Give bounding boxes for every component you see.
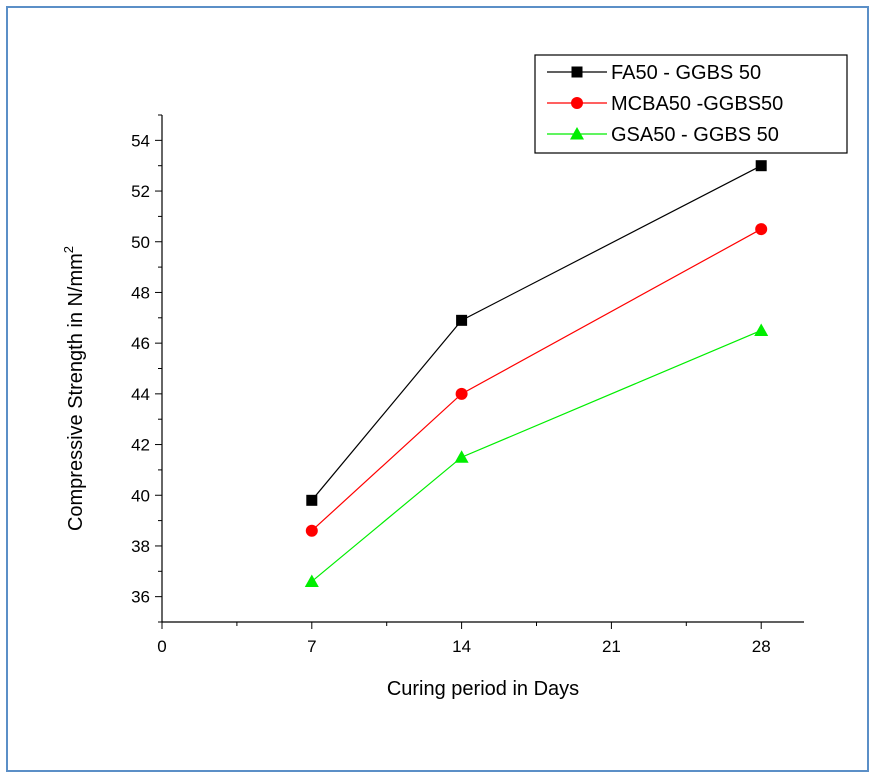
- y-tick-label: 44: [131, 385, 150, 404]
- x-tick-label: 7: [307, 637, 316, 656]
- data-point: [304, 574, 319, 587]
- y-axis-title-main: Compressive Strength in N/mm: [65, 253, 87, 531]
- y-tick-label: 52: [131, 182, 150, 201]
- series-1: [306, 160, 767, 506]
- data-point: [755, 160, 767, 172]
- legend-item: FA50 - GGBS 50: [547, 62, 761, 84]
- x-tick-label: 21: [602, 637, 621, 656]
- legend-item: GSA50 - GGBS 50: [547, 124, 779, 146]
- data-point: [755, 223, 768, 236]
- legend-marker: [571, 97, 583, 109]
- data-point: [305, 524, 318, 537]
- series-layer: [304, 160, 769, 587]
- axes: 0 7 14 21 28 36 38 40 42 44 46 48 50 52 54: [131, 114, 804, 656]
- series-3: [304, 323, 769, 587]
- legend-marker: [570, 127, 584, 140]
- x-tick-label: 14: [452, 637, 471, 656]
- legend-item: MCBA50 -GGBS50: [547, 93, 783, 115]
- y-tick-label: 36: [131, 588, 150, 607]
- series-2: [305, 223, 768, 537]
- legend-label: GSA50 - GGBS 50: [611, 124, 779, 146]
- series-line: [311, 329, 762, 582]
- legend-label: FA50 - GGBS 50: [611, 62, 761, 84]
- series-line: [311, 228, 762, 532]
- x-axis-title: Curing period in Days: [387, 678, 579, 700]
- data-point: [455, 387, 468, 400]
- series-line: [311, 165, 762, 501]
- x-tick-label: 28: [752, 637, 771, 656]
- y-tick-label: 42: [131, 436, 150, 455]
- legend-label: MCBA50 -GGBS50: [611, 93, 783, 115]
- data-point: [454, 450, 469, 463]
- data-point: [754, 323, 769, 336]
- legend: FA50 - GGBS 50 MCBA50 -GGBS50 GSA50 - GGBS…: [534, 54, 848, 154]
- y-axis-title-superscript: 2: [61, 246, 76, 253]
- y-tick-label: 46: [131, 334, 150, 353]
- y-tick-label: 48: [131, 283, 150, 302]
- y-tick-label: 54: [131, 131, 150, 150]
- x-tick-label: 0: [157, 637, 166, 656]
- data-point: [456, 314, 468, 326]
- legend-marker: [571, 66, 583, 78]
- y-tick-label: 38: [131, 537, 150, 556]
- y-tick-label: 50: [131, 233, 150, 252]
- y-tick-label: 40: [131, 486, 150, 505]
- legend-box: [534, 54, 848, 154]
- data-point: [306, 494, 318, 506]
- y-axis-title: Compressive Strength in N/mm2: [61, 246, 87, 531]
